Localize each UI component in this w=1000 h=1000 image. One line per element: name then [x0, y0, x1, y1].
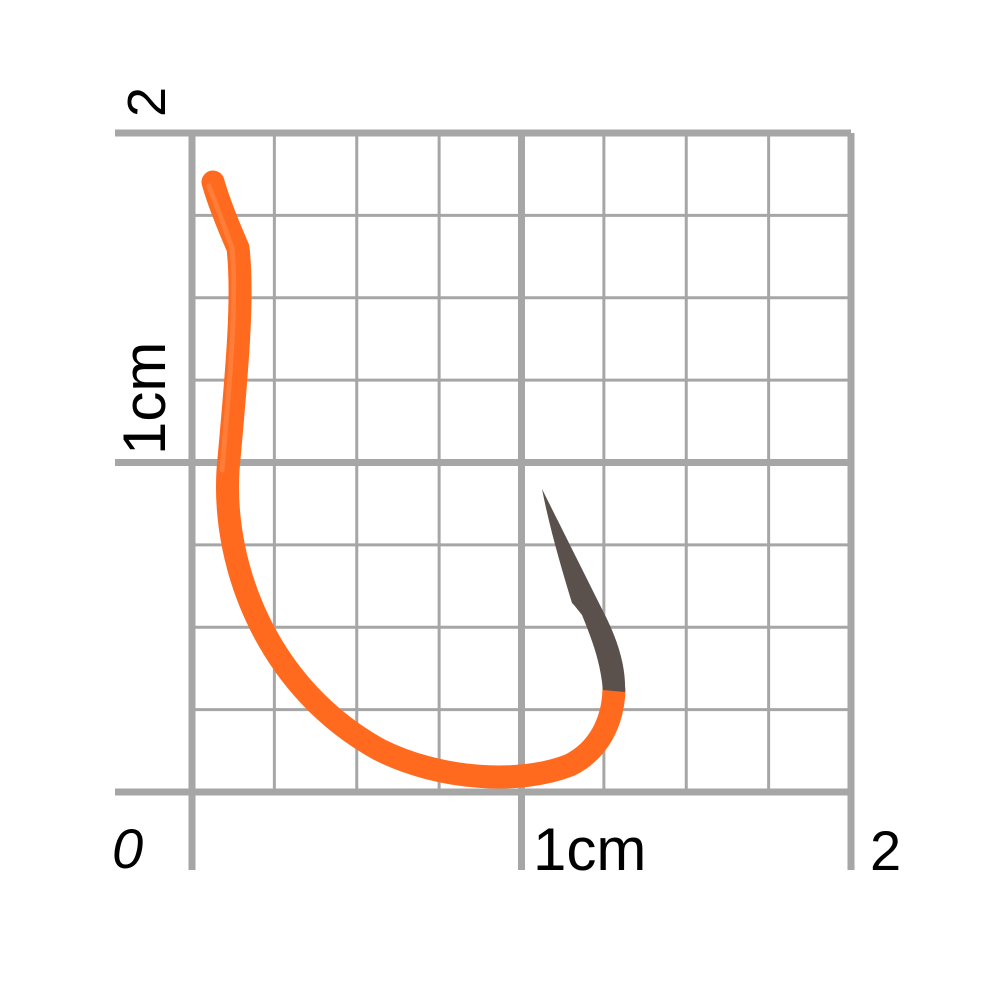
- y-unit-label: 1cm: [111, 342, 178, 455]
- y-max-label: 2: [117, 87, 177, 117]
- grid: [115, 129, 855, 870]
- origin-label: 0: [112, 817, 143, 880]
- x-max-label: 2: [870, 819, 901, 882]
- x-unit-label: 1cm: [533, 816, 646, 883]
- hook-body: [201, 170, 626, 789]
- axis-labels: 2 1cm 0 1cm 2: [111, 87, 901, 883]
- hook-point: [542, 489, 626, 692]
- hook-barb: [574, 587, 586, 605]
- fishing-hook: [201, 170, 626, 789]
- hook-body-highlight: [206, 183, 237, 473]
